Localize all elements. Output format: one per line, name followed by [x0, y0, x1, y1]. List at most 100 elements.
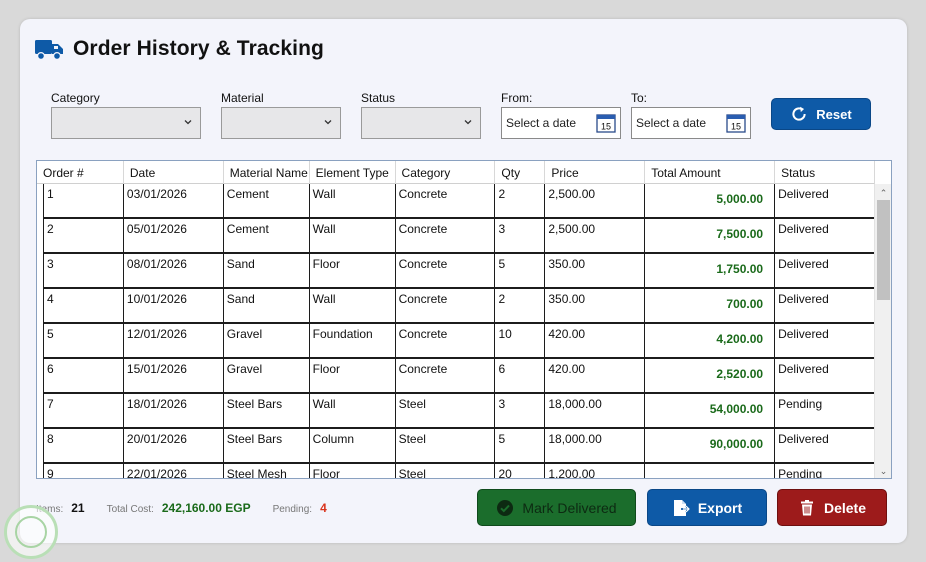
calendar-icon[interactable]: 15: [596, 113, 616, 133]
table-cell: 05/01/2026: [123, 219, 224, 254]
column-header[interactable]: Status: [775, 161, 875, 184]
scroll-up-icon[interactable]: ⌃: [879, 188, 888, 198]
column-header[interactable]: Date: [124, 161, 224, 184]
total-amount: 54,000.00: [709, 402, 764, 416]
column-header[interactable]: Element Type: [310, 161, 396, 184]
table-cell: Pending: [775, 394, 875, 429]
table-cell: 420.00: [545, 324, 646, 359]
table-cell: 12/01/2026: [123, 324, 224, 359]
table-row[interactable]: 2 05/01/2026 Cement Wall Concrete 3 2,500.00 7,…: [43, 219, 875, 254]
table-row[interactable]: 4 10/01/2026 Sand Wall Concrete 2 350.00 700.00…: [43, 289, 875, 324]
table-cell: Floor: [309, 359, 396, 394]
table-cell: Floor: [309, 254, 396, 289]
table-cell: 4,200.00: [645, 324, 776, 359]
vertical-scrollbar[interactable]: ⌃ ⌄: [874, 184, 891, 478]
calendar-icon[interactable]: 15: [726, 113, 746, 133]
grid-body[interactable]: 1 03/01/2026 Cement Wall Concrete 2 2,500.00 5,…: [43, 184, 875, 478]
table-cell: Steel Bars: [223, 429, 310, 464]
table-cell: Delivered: [775, 254, 875, 289]
table-row[interactable]: 5 12/01/2026 Gravel Foundation Concrete 10 420…: [43, 324, 875, 359]
table-cell: Sand: [223, 254, 310, 289]
table-cell: 90,000.00: [645, 429, 776, 464]
table-cell: 5: [43, 324, 124, 359]
total-cost-value: 242,160.00 EGP: [161, 501, 251, 515]
total-cost-label: Total Cost:: [106, 504, 154, 515]
category-label: Category: [51, 91, 100, 105]
to-date-picker[interactable]: Select a date 15: [631, 107, 751, 139]
table-cell: 5: [495, 254, 546, 289]
table-cell: 350.00: [545, 289, 646, 324]
footer-stats: Items: 21 Total Cost: 242,160.00 EGP Pen…: [36, 501, 349, 515]
table-cell: Steel Mesh: [224, 464, 310, 478]
export-button[interactable]: Export: [647, 489, 767, 526]
column-header[interactable]: Order #: [37, 161, 124, 184]
column-header[interactable]: Category: [396, 161, 496, 184]
table-cell: Concrete: [395, 184, 496, 219]
delete-button[interactable]: Delete: [777, 489, 887, 526]
column-header[interactable]: Material Name: [224, 161, 310, 184]
order-history-window: Order History & Tracking Category Materi…: [20, 19, 907, 543]
table-cell: Delivered: [775, 429, 875, 464]
table-cell: 22/01/2026: [124, 464, 224, 478]
scrollbar-thumb[interactable]: [877, 200, 890, 300]
reset-button[interactable]: Reset: [771, 98, 871, 130]
total-amount: 7,500.00: [716, 227, 764, 241]
title-row: Order History & Tracking: [34, 37, 324, 61]
items-count: 21: [71, 501, 85, 515]
table-cell: Wall: [309, 184, 396, 219]
table-cell: 2: [495, 184, 546, 219]
table-cell: Gravel: [223, 324, 310, 359]
table-cell: 2,500.00: [545, 184, 646, 219]
to-label: To:: [631, 91, 648, 105]
table-cell: 3: [495, 394, 546, 429]
table-row[interactable]: 7 18/01/2026 Steel Bars Wall Steel 3 18,000.00…: [43, 394, 875, 429]
table-cell: 03/01/2026: [123, 184, 224, 219]
table-cell: 15/01/2026: [123, 359, 224, 394]
table-row[interactable]: 8 20/01/2026 Steel Bars Column Steel 5 18,000.…: [43, 429, 875, 464]
pending-count: 4: [320, 501, 327, 515]
table-cell: 7: [43, 394, 124, 429]
scroll-down-icon[interactable]: ⌄: [879, 466, 888, 476]
orders-grid[interactable]: Order # Date Material Name Element Type Cate…: [36, 160, 892, 479]
material-label: Material: [221, 91, 264, 105]
table-row[interactable]: 3 08/01/2026 Sand Floor Concrete 5 350.00 1,750…: [43, 254, 875, 289]
total-amount: 4,200.00: [716, 332, 764, 346]
total-amount: 700.00: [726, 297, 764, 311]
material-dropdown[interactable]: [221, 107, 341, 139]
table-cell: 54,000.00: [645, 394, 776, 429]
table-cell: 2: [43, 219, 124, 254]
items-label: Items:: [36, 504, 64, 515]
table-cell: Pending: [775, 464, 875, 478]
table-cell: Steel Bars: [223, 394, 310, 429]
from-label: From:: [501, 91, 533, 105]
total-amount: 2,520.00: [716, 367, 764, 381]
column-header[interactable]: Total Amount: [645, 161, 776, 184]
table-cell: 5: [495, 429, 546, 464]
table-cell: 6: [43, 359, 124, 394]
delete-label: Delete: [823, 499, 867, 516]
table-cell: Delivered: [775, 289, 875, 324]
table-cell: Cement: [223, 219, 310, 254]
table-cell: 3: [495, 219, 546, 254]
table-cell: 1: [43, 184, 124, 219]
category-dropdown[interactable]: [51, 107, 201, 139]
column-header[interactable]: Qty: [495, 161, 546, 184]
table-cell: Gravel: [223, 359, 310, 394]
table-cell: 7,500.00: [645, 219, 776, 254]
chevron-down-icon: [324, 120, 332, 125]
watermark-logo: [4, 505, 58, 559]
table-cell: 2,520.00: [645, 359, 776, 394]
table-row[interactable]: 9 22/01/2026 Steel Mesh Floor Steel 20 1,200.0…: [43, 464, 875, 478]
column-header[interactable]: Price: [545, 161, 646, 184]
table-cell: Concrete: [395, 219, 496, 254]
mark-delivered-button[interactable]: Mark Delivered: [477, 489, 636, 526]
table-row[interactable]: 6 15/01/2026 Gravel Floor Concrete 6 420.00 2,5…: [43, 359, 875, 394]
total-amount: 5,000.00: [716, 192, 764, 206]
table-cell: Wall: [309, 219, 396, 254]
table-row[interactable]: 1 03/01/2026 Cement Wall Concrete 2 2,500.00 5,…: [43, 184, 875, 219]
table-cell: 18/01/2026: [123, 394, 224, 429]
table-cell: Delivered: [775, 184, 875, 219]
from-date-picker[interactable]: Select a date 15: [501, 107, 621, 139]
table-cell: 9: [43, 464, 124, 478]
status-dropdown[interactable]: [361, 107, 481, 139]
